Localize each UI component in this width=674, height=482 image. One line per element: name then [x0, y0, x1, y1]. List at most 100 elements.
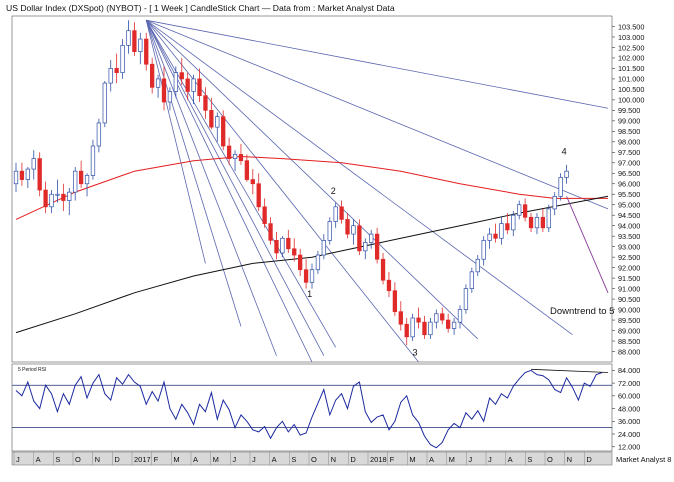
- date-label-20: M: [409, 455, 415, 464]
- candle-body-9: [67, 191, 72, 201]
- candle-body-48: [298, 254, 303, 271]
- candle-body-77: [469, 271, 474, 289]
- candle-body-38: [238, 154, 244, 162]
- price-tick-label-17: 95.000: [618, 201, 640, 210]
- date-label-12: J: [252, 455, 256, 464]
- candle-body-57: [351, 225, 356, 235]
- price-tick-label-21: 93.000: [618, 242, 640, 251]
- candle-body-12: [84, 175, 90, 185]
- candle-body-93: [564, 170, 569, 178]
- candle-body-19: [126, 30, 131, 46]
- price-tick-label-14: 96.500: [618, 169, 640, 178]
- rsi-tick-label-5: 24.000: [618, 430, 640, 439]
- rsi-tick-label-1: 72.000: [618, 379, 640, 388]
- date-label-11: J: [232, 455, 236, 464]
- candle-body-41: [256, 183, 261, 208]
- price-tick-label-23: 92.000: [618, 263, 640, 272]
- candle-body-66: [404, 323, 409, 338]
- price-tick-label-31: 88.000: [618, 347, 640, 356]
- rsi-tick-label-3: 48.000: [618, 404, 640, 413]
- date-label-9: A: [193, 455, 198, 464]
- date-label-25: A: [508, 455, 513, 464]
- price-tick-label-7: 100.000: [618, 96, 644, 105]
- date-label-3: O: [75, 455, 81, 464]
- candle-body-27: [173, 72, 178, 92]
- price-tick-label-9: 99.000: [618, 117, 640, 126]
- fan-line-8: [145, 19, 479, 340]
- moving-average-black-line: [15, 195, 609, 334]
- candle-body-69: [422, 321, 427, 336]
- forecast-line: [566, 196, 609, 293]
- candle-body-2: [25, 168, 30, 180]
- candle-body-60: [369, 233, 374, 243]
- candle-body-67: [410, 317, 415, 338]
- date-label-27: O: [547, 455, 553, 464]
- candle-body-53: [327, 221, 332, 241]
- date-label-5: D: [114, 455, 120, 464]
- date-label-7: F: [154, 455, 159, 464]
- rsi-panel: [12, 368, 612, 449]
- candle-body-86: [522, 204, 528, 218]
- candle-body-18: [120, 45, 125, 73]
- rsi-panel-frame: [11, 363, 613, 452]
- price-tick-label-4: 101.500: [618, 64, 644, 73]
- candle-body-71: [434, 313, 439, 323]
- candle-body-70: [428, 321, 433, 336]
- fan-line-3: [145, 20, 277, 356]
- brand-label: Market Analyst 8: [616, 455, 671, 464]
- fan-line-2: [145, 20, 242, 327]
- candle-body-49: [303, 269, 309, 283]
- rsi-divergence-line: [531, 368, 609, 373]
- candle-body-3: [31, 158, 36, 170]
- price-tick-label-30: 88.500: [618, 337, 640, 346]
- date-label-17: D: [350, 455, 356, 464]
- candle-body-37: [232, 154, 238, 159]
- fan-line-9: [146, 19, 573, 336]
- price-panel: 1 2 3 4 Downtrend to 5: [13, 19, 614, 362]
- fan-line-11: [146, 19, 609, 109]
- price-tick-label-28: 89.500: [618, 316, 640, 325]
- candle-body-20: [132, 30, 137, 52]
- date-label-1: A: [36, 455, 41, 464]
- candle-body-42: [262, 206, 267, 224]
- date-label-10: M: [213, 455, 219, 464]
- annotation-1: 1: [307, 289, 312, 299]
- candle-body-29: [185, 78, 190, 92]
- annotation-3: 3: [413, 348, 418, 358]
- candle-body-63: [386, 279, 392, 292]
- date-axis-bar: [11, 451, 613, 466]
- price-tick-label-20: 93.500: [618, 232, 640, 241]
- candle-body-50: [309, 269, 315, 283]
- candle-body-72: [440, 313, 445, 321]
- price-tick-label-2: 102.500: [618, 43, 644, 52]
- candle-body-13: [90, 145, 96, 176]
- date-label-28: N: [567, 455, 572, 464]
- candle-body-21: [138, 38, 143, 52]
- candle-body-1: [19, 170, 25, 180]
- candle-body-87: [528, 216, 534, 229]
- candle-body-55: [339, 206, 344, 220]
- candle-body-16: [108, 68, 113, 84]
- price-tick-label-0: 103.500: [618, 22, 644, 31]
- candle-body-91: [552, 195, 557, 210]
- candle-body-74: [451, 321, 457, 329]
- candle-body-39: [244, 160, 250, 180]
- rsi-tick-label-6: 12.000: [618, 443, 640, 452]
- candle-body-62: [380, 258, 386, 281]
- price-tick-label-13: 97.000: [618, 159, 640, 168]
- date-label-23: J: [468, 455, 472, 464]
- rsi-tick-label-4: 36.000: [618, 417, 640, 426]
- annotation-4: 4: [562, 146, 567, 156]
- candle-body-35: [221, 116, 226, 147]
- candle-body-43: [268, 223, 273, 241]
- candle-body-85: [517, 204, 522, 216]
- rsi-tick-label-0: 84.000: [618, 366, 640, 375]
- candle-body-46: [286, 237, 291, 250]
- price-tick-label-6: 100.500: [618, 85, 644, 94]
- candle-body-88: [534, 216, 540, 229]
- date-label-21: A: [429, 455, 434, 464]
- fan-line-1: [145, 20, 206, 264]
- candle-body-84: [511, 214, 516, 231]
